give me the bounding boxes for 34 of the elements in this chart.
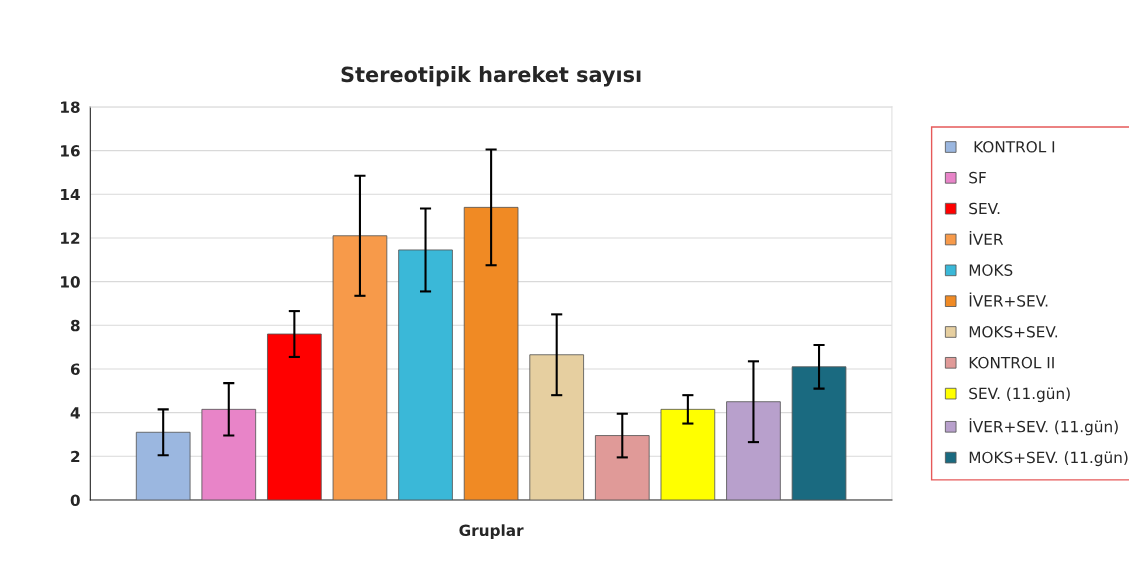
y-tick-label: 4 [70,407,80,419]
legend-label: MOKS+SEV. (11.gün) [969,451,1128,467]
bar [267,333,322,500]
y-tick-label: 12 [61,232,80,244]
legend-label: SEV. [969,202,1000,215]
y-tick-label: 6 [70,363,80,375]
bar [660,408,716,500]
legend-label: KONTROL II [969,356,1054,369]
y-tick-label: 14 [61,188,80,201]
y-tick-label: 2 [71,450,80,463]
y-tick-label: 8 [70,319,80,332]
y-tick-label: 18 [61,101,80,113]
bar [332,235,388,500]
bar [529,354,585,500]
legend-label: MOKS+SEV. [969,325,1058,338]
y-tick-label: 16 [61,145,80,157]
legend-label: İVER+SEV. (11.gün) [969,418,1118,436]
bar [398,249,453,500]
legend-label: KONTROL I [974,141,1055,153]
legend-label: MOKS [969,264,1013,276]
chart-title: Stereotipik hareket sayısı [341,66,641,87]
legend-label: İVER [969,230,1004,245]
bar [135,431,191,500]
bar [463,206,519,500]
bar [201,408,257,500]
legend-label: İVER+SEV. [969,292,1048,307]
x-axis-title: Gruplar [459,524,524,540]
y-tick-label: 0 [70,494,80,506]
legend-label: SEV. (11.gün) [969,387,1070,403]
bar [791,366,847,500]
bar [594,435,650,500]
bar [726,401,781,500]
legend-label: SF [969,171,986,184]
y-tick-label: 10 [61,276,80,288]
